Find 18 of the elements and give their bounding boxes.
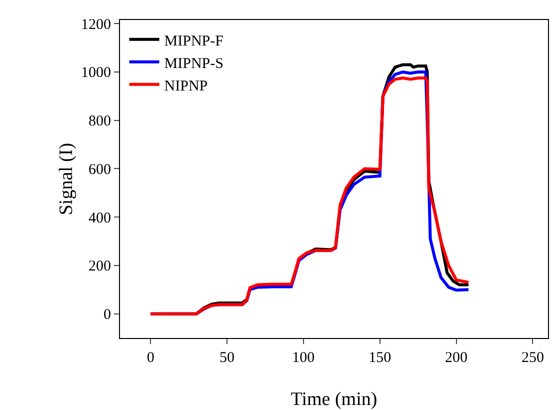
legend-label: MIPNP-S	[164, 56, 224, 72]
x-tick-label: 100	[292, 350, 315, 366]
y-tick-label: 800	[88, 114, 111, 130]
y-tick-label: 0	[104, 307, 111, 324]
y-tick-label: 1200	[81, 16, 111, 33]
x-axis-title: Time (min)	[290, 389, 378, 410]
y-tick-label: 1000	[81, 65, 111, 82]
y-tick-label: 600	[88, 162, 111, 178]
x-tick-label: 250	[521, 350, 544, 366]
x-tick-label: 150	[368, 350, 392, 366]
legend-label: NIPNP	[164, 78, 208, 94]
y-axis-title: Signal (I)	[56, 142, 77, 216]
x-tick-label: 200	[445, 350, 468, 366]
y-tick-label: 400	[88, 210, 111, 226]
legend-label: MIPNP-F	[164, 33, 224, 50]
x-tick-label: 50	[220, 350, 234, 366]
y-tick-label: 200	[88, 258, 111, 275]
x-tick-label: 0	[146, 350, 154, 366]
